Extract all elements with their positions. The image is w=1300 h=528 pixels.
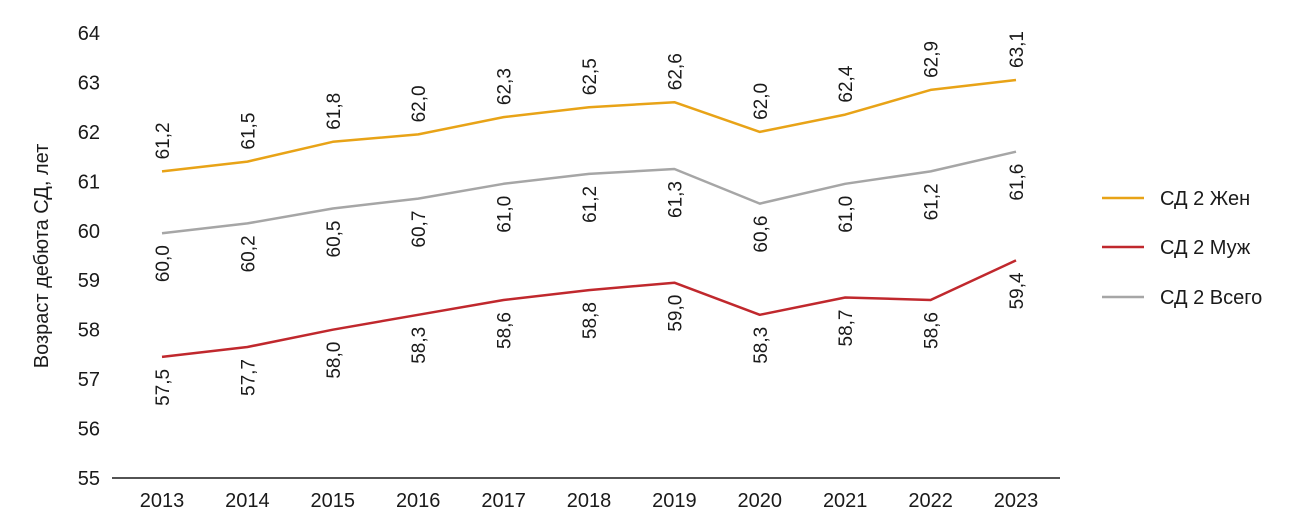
- y-tick-label: 56: [78, 419, 100, 441]
- data-label: 61,5: [238, 113, 259, 150]
- data-label: 63,1: [1007, 31, 1028, 68]
- y-tick-label: 63: [78, 72, 100, 94]
- data-label: 62,4: [836, 65, 857, 102]
- data-label: 59,0: [665, 295, 686, 332]
- data-label: 61,2: [580, 186, 601, 223]
- legend-label: СД 2 Муж: [1160, 237, 1251, 259]
- data-label: 62,5: [580, 58, 601, 95]
- x-tick-label: 2022: [908, 490, 953, 512]
- series-line: [161, 259, 1017, 359]
- series-line: [161, 150, 1017, 235]
- data-label: 62,6: [665, 53, 686, 90]
- data-labels: 61,2 61,5 61,8 62,0 62,3 62,5 62,6 62,0 62,4 62,9…: [153, 31, 1028, 406]
- data-label: 61,0: [495, 196, 516, 233]
- y-tick-label: 61: [78, 171, 100, 193]
- data-label: 61,6: [1007, 164, 1028, 201]
- data-label: 58,6: [495, 312, 516, 349]
- data-label: 61,3: [665, 181, 686, 218]
- y-tick-label: 55: [78, 468, 100, 490]
- data-label: 57,7: [238, 359, 259, 396]
- y-tick-label: 60: [78, 221, 100, 243]
- data-label: 58,6: [922, 312, 943, 349]
- data-label: 62,0: [751, 83, 772, 120]
- x-tick-label: 2020: [738, 490, 783, 512]
- data-label: 61,2: [922, 183, 943, 220]
- y-axis-label: Возраст дебюта СД, лет: [31, 144, 53, 369]
- data-label: 61,8: [324, 93, 345, 130]
- data-label: 62,0: [409, 85, 430, 122]
- legend-label: СД 2 Жен: [1160, 188, 1250, 210]
- x-tick-label: 2014: [225, 490, 270, 512]
- data-label: 58,3: [409, 327, 430, 364]
- x-tick-label: 2023: [994, 490, 1039, 512]
- x-tick-label: 2018: [567, 490, 612, 512]
- y-tick-label: 57: [78, 369, 100, 391]
- y-tick-label: 64: [78, 23, 100, 45]
- x-tick-label: 2021: [823, 490, 868, 512]
- x-axis-ticks: 2013 2014 2015 2016 2017 2018 2019 2020 2021 2022…: [140, 490, 1039, 512]
- legend: СД 2 Жен СД 2 Муж СД 2 Всего: [1102, 188, 1262, 309]
- data-label: 60,6: [751, 216, 772, 253]
- series-line: [161, 78, 1017, 173]
- data-label: 61,2: [153, 122, 174, 159]
- data-label: 60,2: [238, 235, 259, 272]
- x-tick-label: 2016: [396, 490, 441, 512]
- series-lines: [161, 78, 1017, 359]
- x-tick-label: 2015: [311, 490, 356, 512]
- data-label: 60,7: [409, 211, 430, 248]
- legend-label: СД 2 Всего: [1160, 287, 1262, 309]
- x-tick-label: 2019: [652, 490, 697, 512]
- y-tick-label: 62: [78, 122, 100, 144]
- data-label: 62,9: [922, 41, 943, 78]
- data-label: 60,5: [324, 221, 345, 258]
- data-label: 62,3: [495, 68, 516, 105]
- y-tick-label: 58: [78, 320, 100, 342]
- y-tick-label: 59: [78, 270, 100, 292]
- data-label: 59,4: [1007, 272, 1028, 309]
- data-label: 57,5: [153, 369, 174, 406]
- x-tick-label: 2017: [481, 490, 526, 512]
- data-label: 58,0: [324, 342, 345, 379]
- data-label: 61,0: [836, 196, 857, 233]
- data-label: 60,0: [153, 245, 174, 282]
- data-label: 58,8: [580, 302, 601, 339]
- data-label: 58,3: [751, 327, 772, 364]
- x-tick-label: 2013: [140, 490, 185, 512]
- data-label: 58,7: [836, 310, 857, 347]
- y-axis-ticks: 55 56 57 58 59 60 61 62 63 64: [78, 23, 100, 490]
